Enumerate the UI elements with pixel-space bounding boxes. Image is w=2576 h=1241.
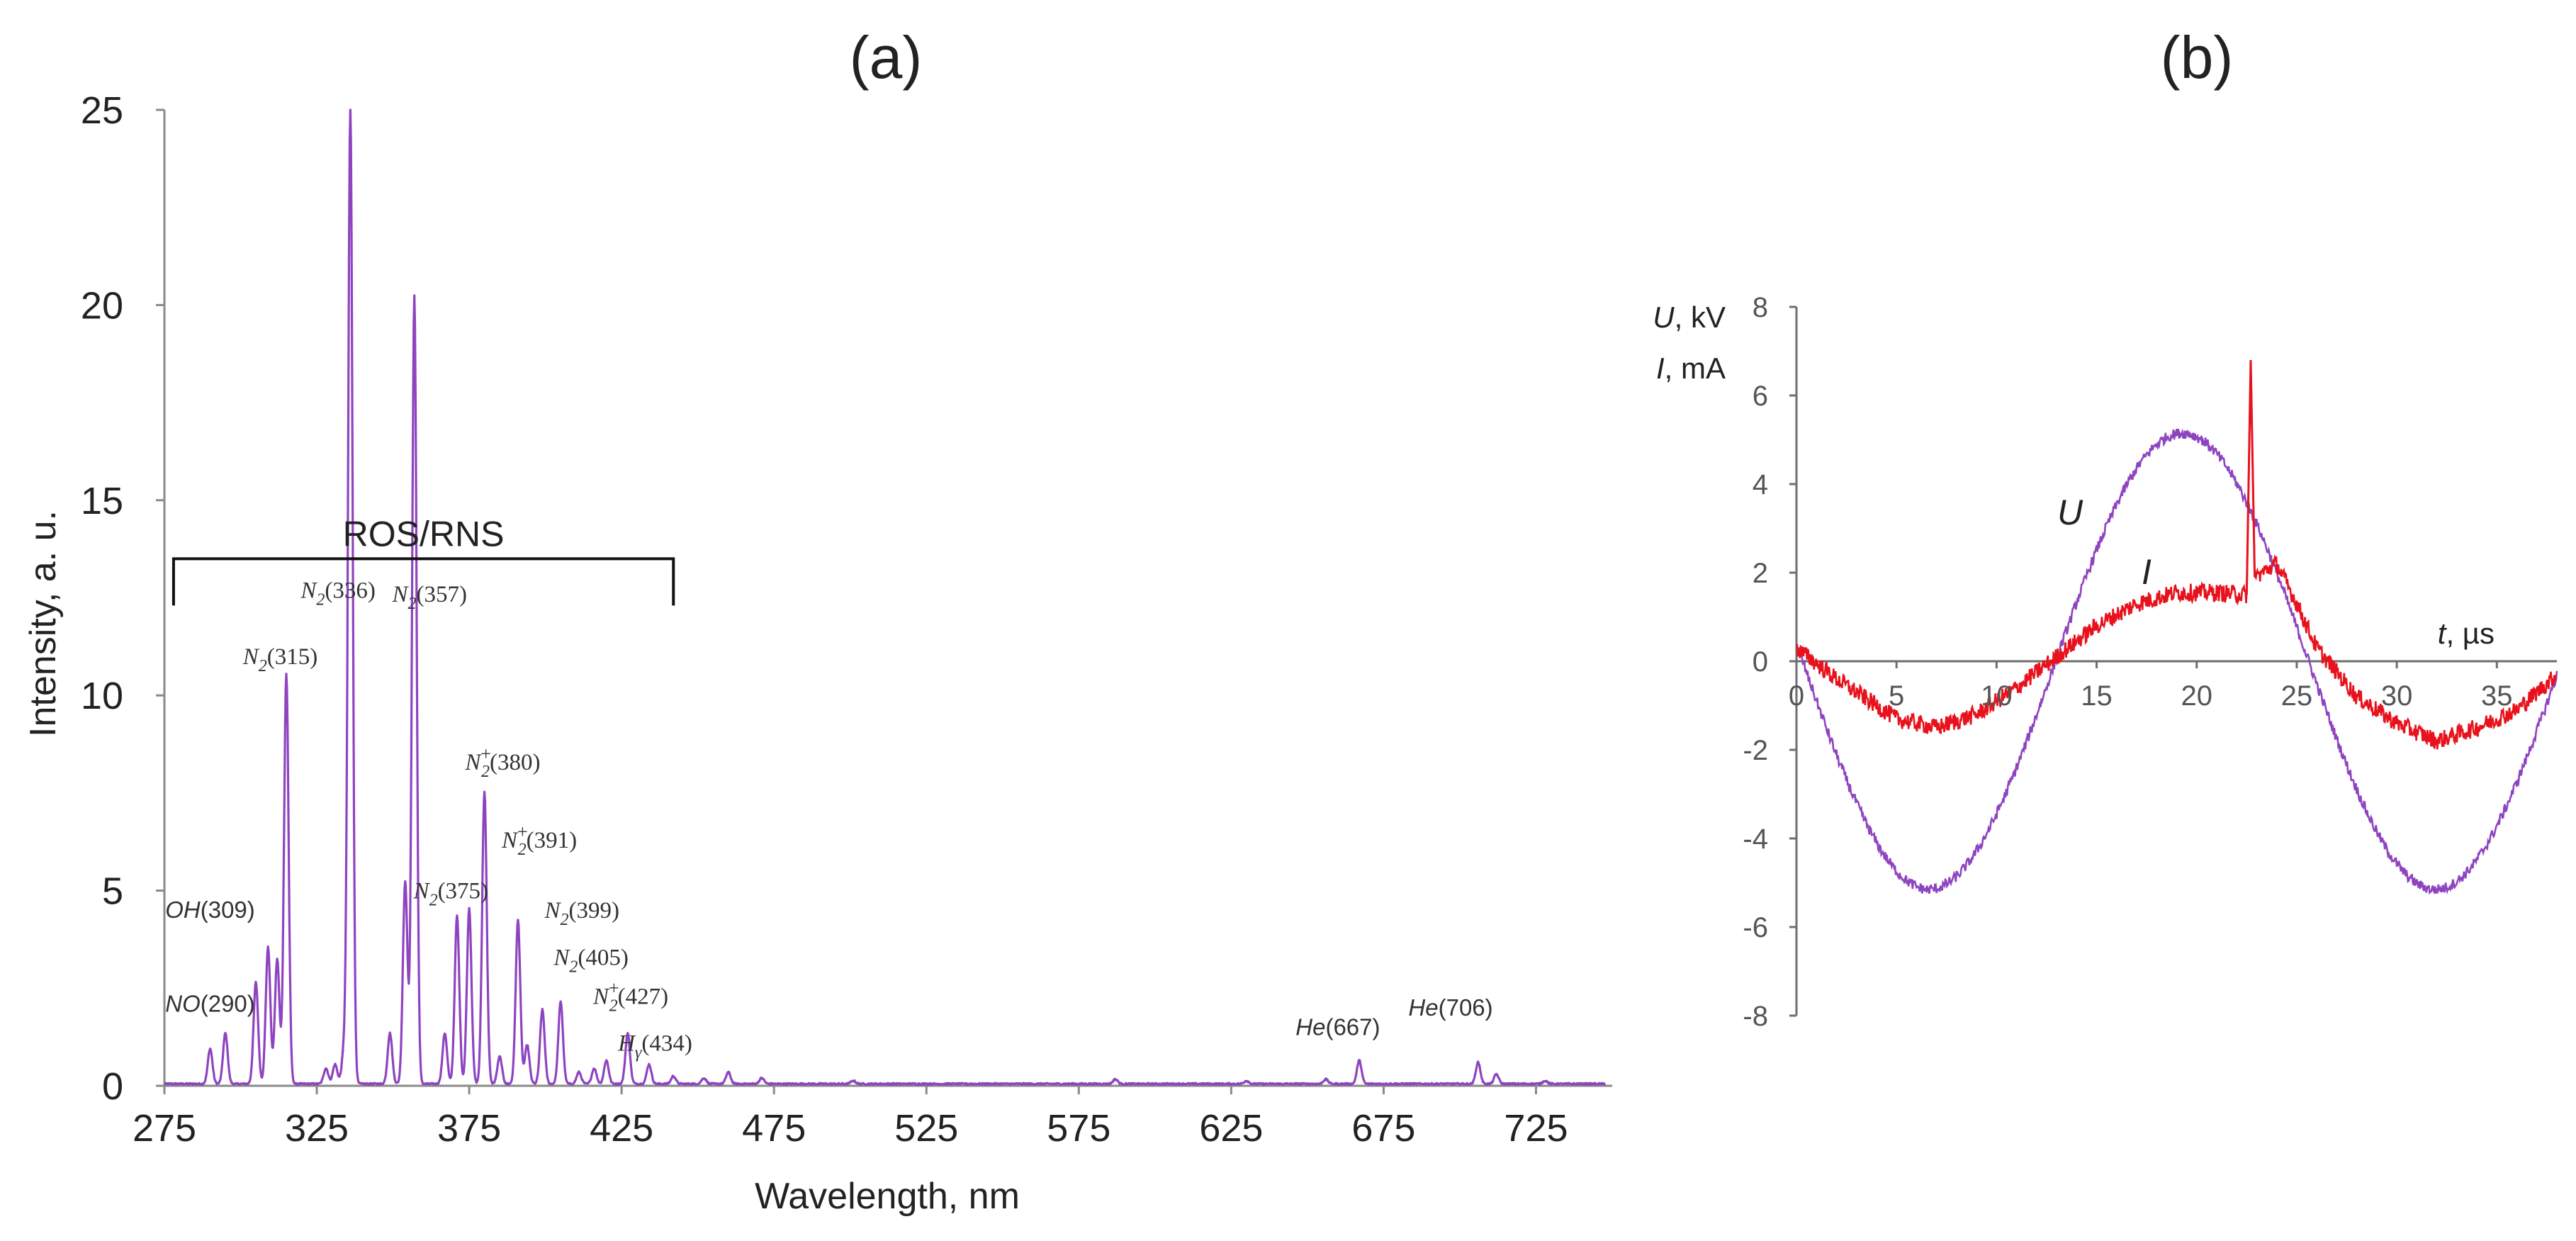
peak-annotation: OH(309) bbox=[165, 897, 255, 923]
x-tick-label: 725 bbox=[1504, 1107, 1568, 1150]
x-tick-label: 375 bbox=[437, 1107, 501, 1150]
spectrum-peak bbox=[1325, 1080, 1327, 1082]
spectrum-peak bbox=[286, 675, 287, 677]
b-x-tick-label: 25 bbox=[2281, 680, 2313, 712]
spectrum-peak bbox=[267, 948, 269, 950]
b-x-tick-label: 15 bbox=[2081, 680, 2113, 712]
x-tick-label: 325 bbox=[285, 1107, 349, 1150]
b-y-tick-label: 2 bbox=[1753, 558, 1768, 589]
peak-annotation: N2(375) bbox=[413, 879, 489, 910]
series-label-u: U bbox=[2057, 493, 2083, 532]
panel-a-title: (a) bbox=[850, 24, 923, 91]
y-tick-label: 25 bbox=[81, 89, 123, 132]
spectrum-peak bbox=[853, 1082, 854, 1084]
peak-annotation: N+ 2(427) bbox=[592, 977, 668, 1015]
y-tick-label: 15 bbox=[81, 480, 123, 522]
b-x-tick-label: 5 bbox=[1889, 680, 1904, 712]
peak-annotation: Hγ(434) bbox=[617, 1031, 692, 1062]
bracket-line bbox=[171, 557, 675, 606]
b-x-tick-label: 20 bbox=[2181, 680, 2212, 712]
x-tick-label: 525 bbox=[894, 1107, 958, 1150]
peak-annotation: N2(405) bbox=[553, 945, 629, 976]
peak-annotation: N2(357) bbox=[391, 582, 467, 613]
current-spike bbox=[2245, 359, 2252, 595]
peak-annotation: N2(336) bbox=[300, 578, 376, 610]
b-x-tick-label: 35 bbox=[2481, 680, 2513, 712]
spectrum-peak bbox=[325, 1069, 327, 1071]
peak-annotation: N+ 2(391) bbox=[501, 821, 577, 859]
spectrum-peak bbox=[484, 792, 485, 794]
x-axis-title-time: t, µs bbox=[2438, 617, 2495, 650]
panel-a-axes bbox=[163, 110, 1612, 1087]
spectrum-peak bbox=[276, 960, 278, 962]
spectrum-peak bbox=[1496, 1075, 1497, 1077]
spectrum-line bbox=[163, 108, 1607, 1086]
b-y-tick-label: -8 bbox=[1743, 1001, 1768, 1032]
x-tick-label: 575 bbox=[1047, 1107, 1110, 1150]
panel-a-x-ticks: 275 325 375 425 475 525 575 625 675 725 bbox=[133, 1086, 1568, 1150]
b-y-tick-label: -6 bbox=[1743, 912, 1768, 943]
panel-b-title: (b) bbox=[2161, 24, 2234, 91]
peak-annotation: He(706) bbox=[1408, 994, 1492, 1021]
voltage-curve bbox=[1795, 428, 2558, 895]
series-label-i: I bbox=[2142, 552, 2152, 592]
x-axis-title: Wavelength, nm bbox=[755, 1176, 1020, 1217]
panel-b-series bbox=[1795, 359, 2558, 895]
spectrum-peak bbox=[349, 109, 351, 111]
panel-a: (a) 0 5 10 15 20 25 275 325 375 425 475 525 575 625 6… bbox=[23, 24, 1612, 1217]
spectrum-peak bbox=[456, 917, 458, 919]
ros-rns-label: ROS/RNS bbox=[343, 514, 505, 554]
peak-annotation: He(667) bbox=[1295, 1013, 1380, 1040]
spectrum-peak bbox=[761, 1079, 763, 1081]
y-tick-label: 0 bbox=[102, 1065, 123, 1108]
spectrum-peak bbox=[593, 1069, 595, 1071]
spectrum-peak bbox=[648, 1065, 650, 1067]
spectrum-peak bbox=[517, 921, 519, 923]
y-tick-label: 10 bbox=[81, 675, 123, 717]
b-x-tick-label: 30 bbox=[2381, 680, 2413, 712]
y-axis-title: Intensity, a. u. bbox=[23, 510, 64, 737]
spectrum-peak bbox=[334, 1065, 336, 1067]
peak-annotation: N2(399) bbox=[544, 898, 619, 929]
x-tick-label: 425 bbox=[590, 1107, 653, 1150]
x-tick-label: 475 bbox=[742, 1107, 806, 1150]
spectrum-peak bbox=[541, 1011, 543, 1012]
y-tick-label: 20 bbox=[81, 284, 123, 327]
y-tick-label: 5 bbox=[102, 870, 123, 913]
b-y-tick-label: 8 bbox=[1753, 292, 1768, 323]
panel-a-y-ticks: 0 5 10 15 20 25 bbox=[81, 89, 164, 1108]
b-y-tick-label: 0 bbox=[1753, 646, 1768, 678]
spectrum-peak bbox=[468, 909, 470, 911]
peak-annotation: N2(315) bbox=[242, 644, 318, 675]
current-curve bbox=[1796, 376, 2557, 750]
x-tick-label: 625 bbox=[1199, 1107, 1263, 1150]
spectrum-peak bbox=[1544, 1082, 1546, 1084]
b-y-tick-label: 4 bbox=[1753, 469, 1768, 500]
y-axis-title-voltage: U, kV bbox=[1653, 301, 1726, 334]
spectrum-peak bbox=[673, 1077, 674, 1079]
spectrum-peak bbox=[414, 296, 415, 298]
b-y-tick-label: -2 bbox=[1743, 735, 1768, 766]
peak-annotation: N+ 2(380) bbox=[464, 743, 540, 781]
peak-annotations: NO(290) OH(309) N2(315) N2(336) N2(357) N+ 2(3… bbox=[165, 578, 1492, 1062]
current-spike bbox=[2249, 359, 2256, 578]
spectrum-series bbox=[163, 108, 1607, 1086]
y-axis-title-current: I, mA bbox=[1656, 352, 1726, 385]
ros-rns-bracket: ROS/RNS bbox=[171, 514, 675, 606]
b-y-tick-label: 6 bbox=[1753, 381, 1768, 412]
panel-b-axes bbox=[1795, 307, 2557, 1016]
b-y-tick-label: -4 bbox=[1743, 824, 1768, 855]
spectrum-peak bbox=[1246, 1082, 1247, 1084]
panel-b-x-ticks: 0 5 10 15 20 25 30 35 bbox=[1789, 661, 2513, 712]
panel-b-y-ticks: 8 6 4 2 0 -2 -4 -6 -8 bbox=[1743, 292, 1796, 1032]
b-x-tick-label: 10 bbox=[1981, 680, 2013, 712]
x-tick-label: 275 bbox=[133, 1107, 196, 1150]
x-tick-label: 675 bbox=[1351, 1107, 1415, 1150]
b-x-tick-label: 0 bbox=[1789, 680, 1804, 712]
peak-annotation: NO(290) bbox=[165, 990, 255, 1016]
